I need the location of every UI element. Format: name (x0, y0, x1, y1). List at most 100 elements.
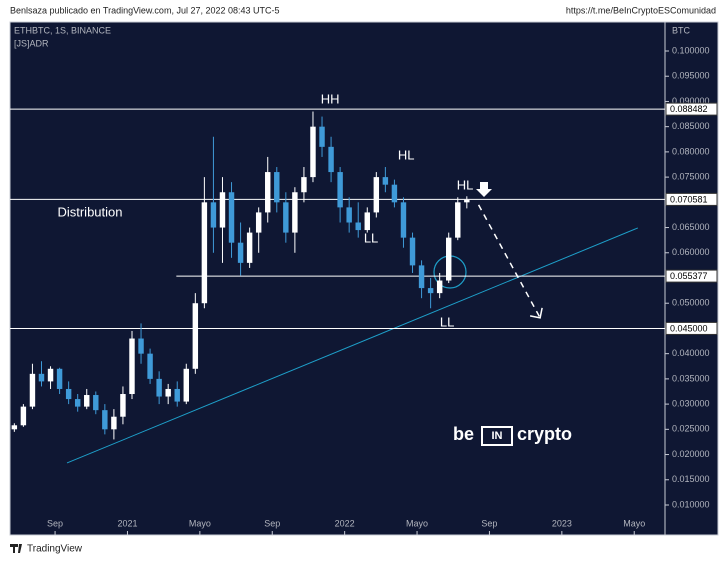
candle-body (47, 368, 54, 382)
candle-body (38, 373, 45, 382)
candle-body (292, 192, 298, 233)
candle-body (174, 388, 180, 402)
candle-body (84, 395, 90, 407)
y-tick-label: 0.025000 (672, 424, 710, 434)
watermark-box (481, 426, 513, 446)
candle-body (355, 222, 361, 231)
annotation: LL (440, 314, 454, 329)
candle-body (409, 237, 416, 266)
x-tick-label: Sep (47, 518, 63, 528)
candle-body (418, 265, 425, 289)
watermark: be IN crypto (453, 424, 572, 446)
level-label-bg (665, 192, 718, 206)
candle-body (246, 232, 253, 263)
x-tick-label: 2022 (335, 518, 355, 528)
candle-body (147, 353, 153, 379)
footer: TradingView (27, 544, 83, 555)
projection-arrowhead (529, 307, 543, 319)
candle-body (65, 388, 72, 400)
x-tick-label: Mayo (189, 518, 211, 528)
candle-body (274, 172, 280, 203)
annotation: HL (457, 178, 474, 193)
candle-body (346, 207, 352, 223)
candle-body (455, 202, 461, 238)
candle-body (201, 202, 208, 304)
candle-body (102, 410, 108, 430)
candle-body (111, 416, 117, 430)
annotation: HL (398, 147, 415, 162)
y-tick-label: 0.020000 (672, 449, 710, 459)
y-tick-label: 0.060000 (672, 247, 710, 257)
candle-body (29, 373, 36, 407)
y-tick-label: 0.040000 (672, 348, 710, 358)
y-tick-label: 0.035000 (672, 373, 710, 383)
chart-bg (9, 21, 719, 536)
candle-body (20, 406, 27, 426)
candle-body (165, 388, 171, 397)
candle-body (436, 280, 443, 294)
y-tick-label: 0.095000 (672, 71, 710, 81)
candle-body (373, 177, 380, 213)
x-tick-label: 2021 (117, 518, 137, 528)
level-label-bg (665, 321, 718, 335)
link: https://t.me/BeInCryptoESComunidad (566, 5, 716, 15)
y-tick-label: 0.075000 (672, 171, 710, 181)
candle-body (427, 288, 434, 294)
candle-body (56, 368, 63, 389)
candle-body (319, 126, 325, 147)
candle-body (364, 212, 370, 231)
candle-body (138, 338, 144, 354)
candle-body (382, 177, 389, 185)
x-tick-label: Mayo (406, 518, 428, 528)
candle-body (120, 394, 126, 417)
candle-body (183, 368, 189, 402)
candle-body (210, 202, 217, 228)
y-tick-label: 0.100000 (672, 45, 710, 55)
level-label: 0.045000 (670, 323, 708, 333)
level-label: 0.055377 (670, 271, 708, 281)
level-label: 0.070581 (670, 194, 708, 204)
header: Benlsaza publicado en TradingView.com, J… (10, 5, 280, 15)
annotation: LL (364, 231, 378, 246)
x-tick-label: Sep (264, 518, 280, 528)
candle-body (400, 202, 407, 238)
y-tick-label: 0.050000 (672, 298, 710, 308)
candle-body (228, 192, 235, 243)
x-tick-label: Sep (481, 518, 497, 528)
logo-icon (10, 544, 22, 553)
candle-body (93, 395, 99, 411)
y-tick-label: 0.010000 (672, 499, 710, 509)
level-label-bg (665, 269, 718, 283)
candle-body (464, 199, 470, 203)
candle-body (301, 177, 307, 193)
candle-body (74, 399, 81, 407)
candle-body (237, 242, 244, 263)
watermark-text: IN (492, 430, 503, 442)
watermark-text: be (453, 424, 474, 444)
y-tick-label: 0.030000 (672, 398, 710, 408)
candle-body (192, 303, 199, 369)
watermark-text: crypto (517, 424, 572, 444)
candle-body (156, 378, 162, 397)
y-tick-label: 0.080000 (672, 146, 710, 156)
candle-body (11, 425, 18, 430)
annotation: Distribution (57, 204, 122, 219)
candle-body (265, 172, 271, 213)
candle-body (310, 126, 316, 178)
level-label-bg (665, 102, 718, 116)
candle-body (219, 192, 226, 228)
down-arrow (476, 182, 492, 197)
candle-body (328, 146, 334, 173)
y-tick-label: 0.090000 (672, 96, 710, 106)
level-label: 0.088482 (670, 104, 708, 114)
y-tick-label: 0.065000 (672, 222, 710, 232)
annotation: HH (321, 91, 340, 106)
x-tick-label: 2023 (552, 518, 572, 528)
candle-body (283, 202, 289, 233)
candle-body (337, 172, 343, 208)
footer-logo: TradingView (10, 544, 83, 555)
y-tick-label: 0.015000 (672, 474, 710, 484)
candle-body (446, 237, 452, 281)
y-tick-label: 0.085000 (672, 121, 710, 131)
